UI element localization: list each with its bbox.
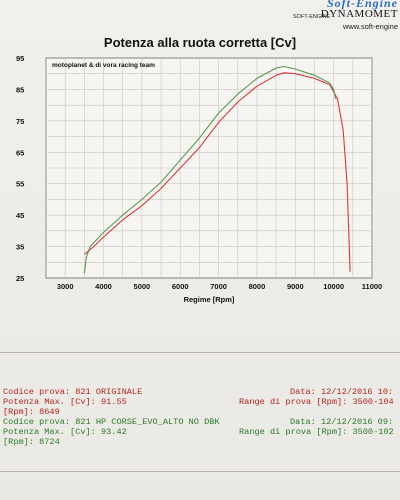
x-tick-label: 7000 bbox=[210, 282, 227, 291]
y-tick-label: 75 bbox=[16, 117, 24, 126]
y-tick-label: 55 bbox=[16, 180, 24, 189]
x-tick-label: 5000 bbox=[134, 282, 151, 291]
logo-website: www.soft-engine bbox=[342, 22, 398, 31]
test-info-panel: Codice prova: 821 ORIGINALE Data: 12/12/… bbox=[0, 352, 400, 472]
x-tick-label: 8000 bbox=[249, 282, 266, 291]
x-tick-label: 6000 bbox=[172, 282, 189, 291]
logo-brand-top: Soft-Engine bbox=[326, 0, 398, 10]
test2-code: Codice prova: 821 HP CORSE_EVO_ALTO NO D… bbox=[3, 417, 220, 427]
test1-range: Range di prova [Rpm]: 3500-104 bbox=[239, 397, 394, 407]
y-tick-label: 35 bbox=[16, 243, 24, 252]
y-tick-label: 85 bbox=[16, 85, 24, 94]
test1-max-power: Potenza Max. [Cv]: 91.55 bbox=[3, 397, 127, 407]
test2-date: Data: 12/12/2016 09: bbox=[290, 417, 394, 427]
x-tick-label: 3000 bbox=[57, 282, 74, 291]
logo: Soft-Engine SOFT-ENGINE DYNAMOMET www.so… bbox=[285, 0, 400, 40]
logo-brand-name: DYNAMOMET bbox=[320, 8, 398, 20]
test2-range: Range di prova [Rpm]: 3500-102 bbox=[239, 427, 394, 437]
y-tick-label: 25 bbox=[16, 274, 24, 283]
test1-code: Codice prova: 821 ORIGINALE bbox=[3, 387, 143, 397]
series-line-2 bbox=[83, 65, 337, 274]
x-tick-label: 10000 bbox=[323, 282, 344, 291]
test1-date: Data: 12/12/2016 10: bbox=[290, 387, 394, 397]
test2-max-rpm: [Rpm]: 8724 bbox=[3, 437, 60, 447]
logo-mark: SOFT-ENGINE bbox=[293, 14, 331, 20]
y-tick-label: 95 bbox=[16, 54, 24, 63]
x-tick-label: 4000 bbox=[95, 282, 112, 291]
y-tick-label: 45 bbox=[16, 211, 24, 220]
chart-subtitle: motoplanet & di vora racing team bbox=[52, 62, 155, 69]
x-tick-label: 9000 bbox=[287, 282, 304, 291]
chart-title: Potenza alla ruota corretta [Cv] bbox=[103, 35, 297, 50]
x-tick-label: 11000 bbox=[362, 282, 382, 291]
power-chart: 3000 4000 5000 6000 7000 8000 9000 10000 11000 25… bbox=[16, 54, 382, 304]
x-axis-label: Regime [Rpm] bbox=[184, 295, 235, 304]
test2-max-power: Potenza Max. [Cv]: 93.42 bbox=[3, 427, 127, 437]
test1-max-rpm: [Rpm]: 8649 bbox=[3, 407, 60, 417]
series-line-1 bbox=[84, 72, 351, 272]
y-tick-label: 65 bbox=[16, 148, 24, 157]
